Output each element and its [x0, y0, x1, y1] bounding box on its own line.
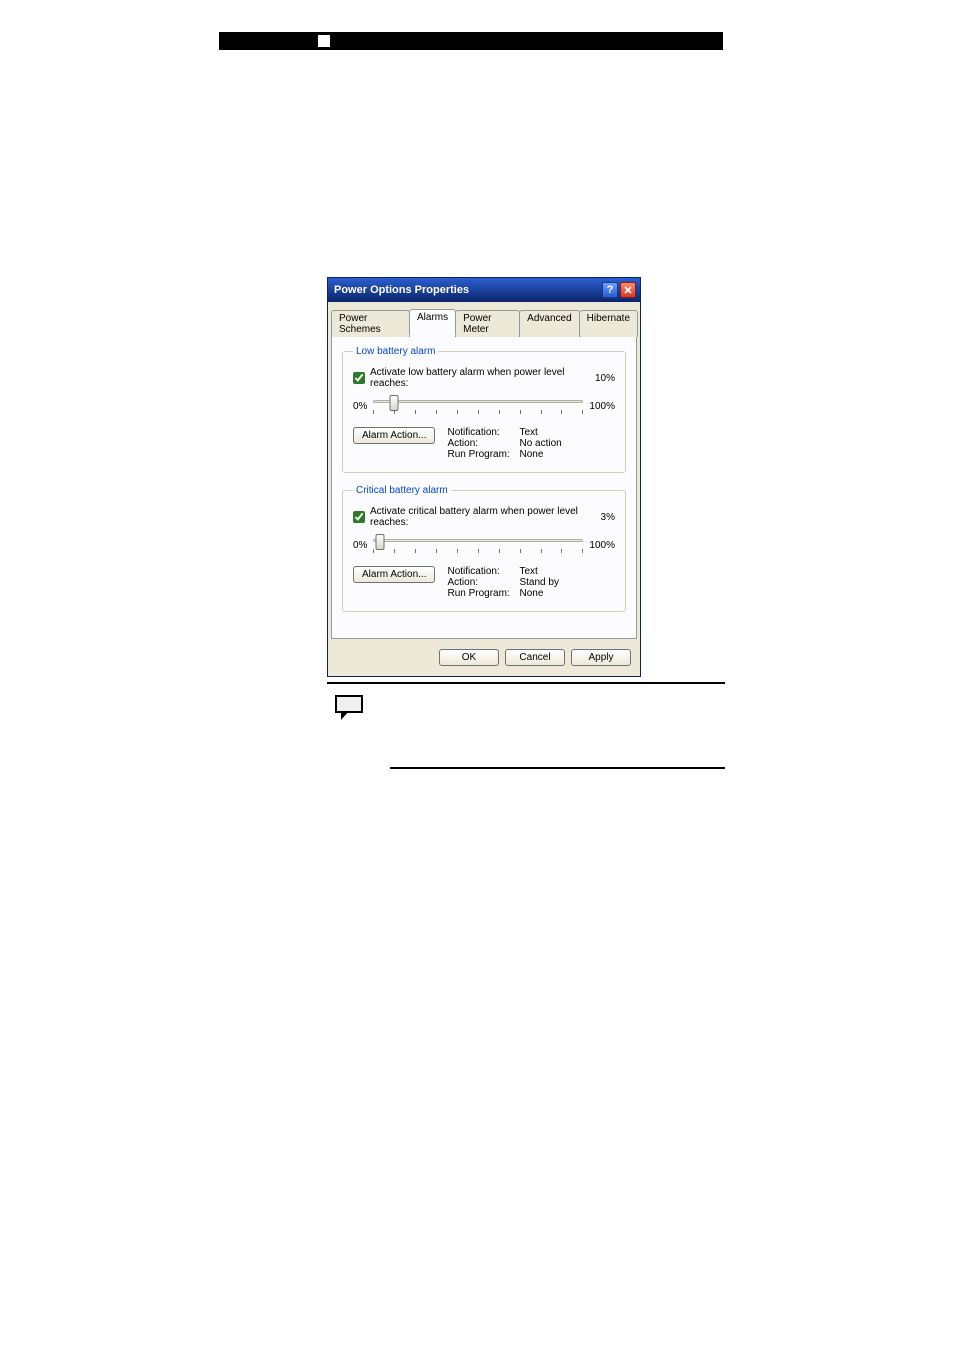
tab-advanced[interactable]: Advanced	[519, 310, 579, 337]
tab-power-schemes[interactable]: Power Schemes	[331, 310, 410, 337]
crit-check-label: Activate critical battery alarm when pow…	[370, 506, 589, 528]
close-button[interactable]	[620, 282, 636, 298]
header-black-bar	[219, 32, 723, 50]
low-action-label: Action:	[447, 438, 519, 449]
divider-bottom	[390, 767, 725, 769]
low-max-label: 100%	[589, 401, 615, 412]
low-alarm-action-button[interactable]: Alarm Action...	[353, 427, 435, 444]
titlebar: Power Options Properties ?	[328, 278, 640, 302]
tab-strip: Power Schemes Alarms Power Meter Advance…	[331, 309, 637, 336]
low-notif-label: Notification:	[447, 427, 519, 438]
low-slider-row: 0% 100%	[353, 397, 615, 415]
tab-hibernate[interactable]: Hibernate	[579, 310, 638, 337]
low-slider-ticks	[373, 410, 583, 415]
low-action-row: Alarm Action... Notification:Text Action…	[353, 427, 615, 460]
crit-alarm-action-button[interactable]: Alarm Action...	[353, 566, 435, 583]
dialog-title: Power Options Properties	[334, 284, 602, 296]
speech-bubble-icon	[335, 695, 363, 713]
ok-button[interactable]: OK	[439, 649, 499, 666]
crit-slider-row: 0% 100%	[353, 536, 615, 554]
tab-power-meter[interactable]: Power Meter	[455, 310, 520, 337]
crit-slider[interactable]	[373, 536, 583, 554]
low-check-label: Activate low battery alarm when power le…	[370, 367, 583, 389]
titlebar-buttons: ?	[602, 282, 636, 298]
low-checkbox[interactable]	[353, 372, 365, 384]
tab-alarms[interactable]: Alarms	[409, 309, 456, 336]
dialog-footer: OK Cancel Apply	[331, 639, 637, 668]
divider-top	[327, 682, 725, 684]
tab-panel-alarms: Low battery alarm Activate low battery a…	[331, 335, 637, 639]
low-summary: Notification:Text Action:No action Run P…	[447, 427, 561, 460]
apply-button[interactable]: Apply	[571, 649, 631, 666]
header-white-square	[318, 35, 330, 47]
low-action-value: No action	[519, 438, 561, 449]
low-battery-legend: Low battery alarm	[353, 346, 438, 357]
crit-max-label: 100%	[589, 540, 615, 551]
low-prog-value: None	[519, 449, 543, 460]
crit-slider-rail	[373, 539, 583, 542]
crit-prog-value: None	[519, 588, 543, 599]
crit-notif-value: Text	[519, 566, 537, 577]
crit-checkbox[interactable]	[353, 511, 365, 523]
low-pct: 10%	[583, 373, 615, 384]
close-icon	[624, 286, 632, 294]
help-button[interactable]: ?	[602, 282, 618, 298]
low-slider-thumb[interactable]	[390, 395, 399, 411]
cancel-button[interactable]: Cancel	[505, 649, 565, 666]
crit-slider-thumb[interactable]	[375, 534, 384, 550]
low-battery-group: Low battery alarm Activate low battery a…	[342, 346, 626, 473]
crit-action-value: Stand by	[519, 577, 558, 588]
low-prog-label: Run Program:	[447, 449, 519, 460]
crit-min-label: 0%	[353, 540, 367, 551]
low-slider-rail	[373, 400, 583, 403]
low-notif-value: Text	[519, 427, 537, 438]
crit-action-row: Alarm Action... Notification:Text Action…	[353, 566, 615, 599]
low-min-label: 0%	[353, 401, 367, 412]
dialog-body: Power Schemes Alarms Power Meter Advance…	[328, 302, 640, 676]
critical-battery-group: Critical battery alarm Activate critical…	[342, 485, 626, 612]
crit-check-row: Activate critical battery alarm when pow…	[353, 506, 615, 528]
crit-notif-label: Notification:	[447, 566, 519, 577]
power-options-dialog: Power Options Properties ? Power Schemes…	[327, 277, 641, 677]
crit-slider-ticks	[373, 549, 583, 554]
critical-battery-legend: Critical battery alarm	[353, 485, 451, 496]
crit-prog-label: Run Program:	[447, 588, 519, 599]
low-check-row: Activate low battery alarm when power le…	[353, 367, 615, 389]
low-slider[interactable]	[373, 397, 583, 415]
crit-action-label: Action:	[447, 577, 519, 588]
crit-pct: 3%	[589, 512, 615, 523]
crit-summary: Notification:Text Action:Stand by Run Pr…	[447, 566, 558, 599]
